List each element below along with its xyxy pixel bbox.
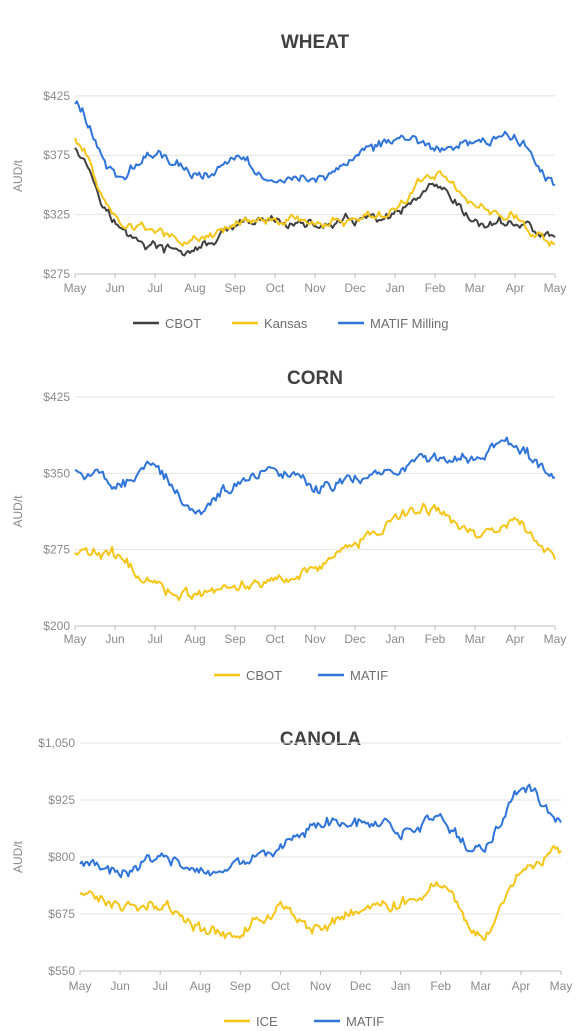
y-tick-label: $325: [43, 208, 70, 222]
y-tick-label: $675: [48, 907, 75, 921]
legend-label-matif-milling: MATIF Milling: [370, 316, 448, 331]
x-tick-label: Nov: [304, 281, 325, 295]
chart-corn: CORN $200 $275 $350 $425 AUD/t May Jun Jul Aug Sep…: [11, 368, 566, 683]
legend-label-matif: MATIF: [346, 1014, 384, 1029]
y-tick-label: $550: [48, 964, 75, 978]
x-tick-label: Dec: [344, 281, 365, 295]
x-tick-label: Jul: [147, 632, 162, 646]
x-tick-label: May: [64, 632, 87, 646]
x-tick-label: May: [544, 281, 567, 295]
x-tick-label: Jan: [391, 979, 410, 993]
chart-title: WHEAT: [281, 32, 350, 53]
y-tick-label: $425: [43, 89, 70, 103]
series-line-cbot: [74, 502, 556, 602]
y-axis-label: AUD/t: [11, 495, 25, 528]
x-tick-label: Apr: [506, 281, 525, 295]
series-line-ice: [79, 845, 562, 942]
x-tick-label: Feb: [425, 281, 446, 295]
series-line-matif: [79, 783, 562, 879]
legend-label-cbot: CBOT: [246, 668, 282, 683]
x-tick-label: Oct: [266, 281, 285, 295]
x-tick-label: Feb: [425, 632, 446, 646]
legend-label-cbot: CBOT: [165, 316, 201, 331]
series-line-matif-milling: [74, 100, 556, 187]
x-tick-label: Jun: [105, 281, 124, 295]
x-tick-label: Dec: [350, 979, 371, 993]
legend-label-ice: ICE: [256, 1014, 278, 1029]
x-tick-label: Jul: [152, 979, 167, 993]
chart-title: CORN: [287, 368, 343, 389]
x-tick-label: Mar: [465, 632, 486, 646]
y-tick-label: $800: [48, 850, 75, 864]
x-tick-label: Apr: [512, 979, 531, 993]
x-tick-label: Jun: [110, 979, 129, 993]
y-tick-label: $375: [43, 148, 70, 162]
y-tick-label: $275: [43, 267, 70, 281]
x-tick-label: Nov: [310, 979, 331, 993]
x-tick-label: Nov: [304, 632, 325, 646]
x-tick-label: Apr: [506, 632, 525, 646]
chart-canola: CANOLA $550 $675 $800 $925 $1,050 AUD/t May Jun J…: [11, 729, 572, 1029]
x-tick-label: Mar: [470, 979, 491, 993]
legend-label-matif: MATIF: [350, 668, 388, 683]
series-line-cbot: [74, 147, 556, 257]
x-tick-label: May: [64, 281, 87, 295]
x-tick-label: Sep: [224, 632, 246, 646]
x-tick-label: Jan: [385, 632, 404, 646]
chart-title: CANOLA: [280, 729, 362, 750]
y-tick-label: $350: [43, 466, 70, 480]
y-tick-label: $925: [48, 793, 75, 807]
x-tick-label: Aug: [184, 281, 205, 295]
series-line-matif: [74, 436, 556, 516]
x-tick-label: May: [544, 632, 567, 646]
y-axis-label: AUD/t: [11, 840, 25, 873]
x-tick-label: Aug: [184, 632, 205, 646]
x-tick-label: Jan: [385, 281, 404, 295]
y-tick-label: $275: [43, 543, 70, 557]
legend: CBOT Kansas MATIF Milling: [133, 316, 448, 331]
chart-wheat: WHEAT $275 $325 $375 $425 AUD/t May Jun Jul Aug Se…: [11, 32, 566, 331]
x-tick-label: Sep: [230, 979, 252, 993]
legend: ICE MATIF: [224, 1014, 384, 1029]
x-tick-label: May: [69, 979, 92, 993]
series-line-kansas: [74, 137, 556, 247]
y-axis-label: AUD/t: [11, 159, 25, 192]
y-tick-label: $1,050: [38, 736, 75, 750]
x-tick-label: Sep: [224, 281, 246, 295]
x-tick-label: Jul: [147, 281, 162, 295]
x-tick-label: Dec: [344, 632, 365, 646]
x-tick-label: Oct: [271, 979, 290, 993]
x-tick-label: Feb: [430, 979, 451, 993]
y-tick-label: $425: [43, 390, 70, 404]
x-tick-label: May: [550, 979, 573, 993]
y-tick-label: $200: [43, 619, 70, 633]
x-tick-label: Aug: [190, 979, 211, 993]
x-tick-label: Mar: [465, 281, 486, 295]
legend-label-kansas: Kansas: [264, 316, 308, 331]
legend: CBOT MATIF: [214, 668, 388, 683]
x-tick-label: Oct: [266, 632, 285, 646]
x-tick-label: Jun: [105, 632, 124, 646]
